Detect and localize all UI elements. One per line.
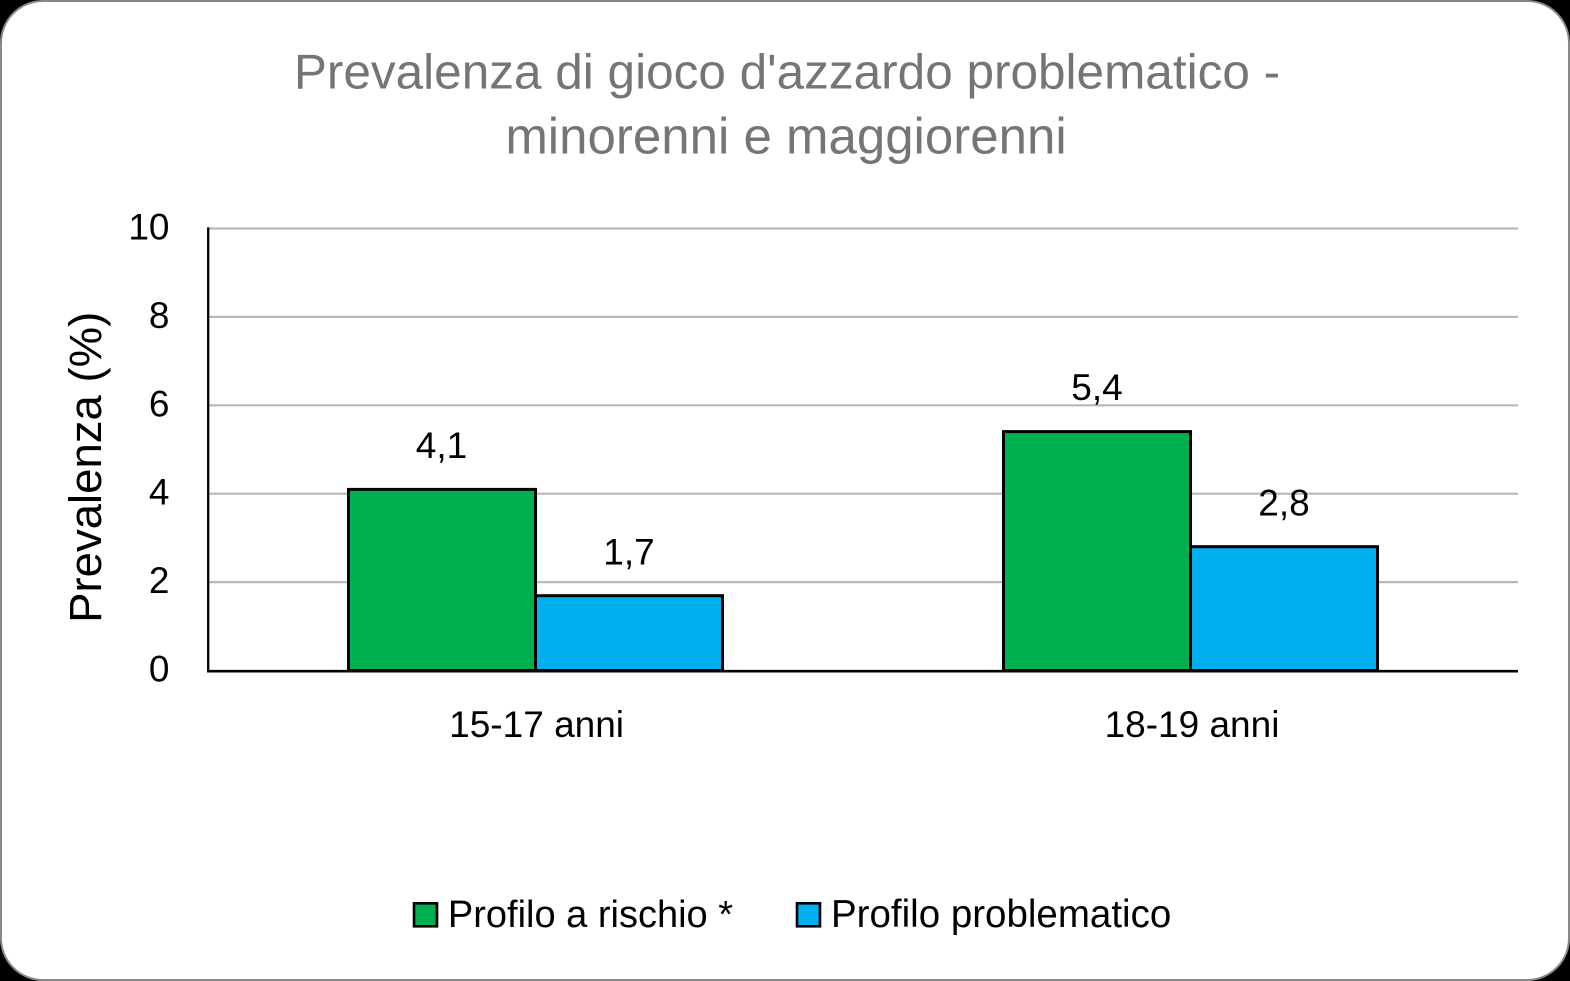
svg-text:1,7: 1,7 — [603, 531, 654, 572]
svg-text:2,8: 2,8 — [1258, 482, 1309, 523]
svg-text:4,1: 4,1 — [416, 425, 467, 466]
svg-text:10: 10 — [128, 207, 169, 248]
svg-text:Prevalenza (%): Prevalenza (%) — [60, 312, 111, 623]
svg-text:minorenni e maggiorenni: minorenni e maggiorenni — [505, 108, 1066, 165]
svg-text:6: 6 — [149, 383, 170, 424]
svg-text:15-17 anni: 15-17 anni — [449, 704, 624, 745]
svg-text:4: 4 — [149, 472, 170, 513]
svg-text:5,4: 5,4 — [1071, 367, 1122, 408]
svg-text:8: 8 — [149, 295, 170, 336]
svg-text:0: 0 — [149, 649, 170, 690]
svg-text:Profilo a rischio *: Profilo a rischio * — [448, 894, 733, 936]
svg-text:2: 2 — [149, 560, 170, 601]
svg-text:18-19 anni: 18-19 anni — [1105, 704, 1280, 745]
svg-text:Prevalenza di gioco d'azzardo: Prevalenza di gioco d'azzardo problemati… — [294, 45, 1280, 100]
svg-text:Profilo problematico: Profilo problematico — [831, 893, 1171, 936]
